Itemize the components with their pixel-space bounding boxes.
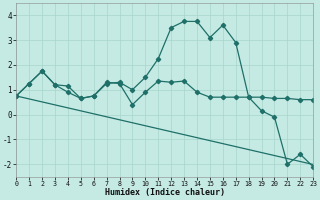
X-axis label: Humidex (Indice chaleur): Humidex (Indice chaleur) [105, 188, 225, 197]
